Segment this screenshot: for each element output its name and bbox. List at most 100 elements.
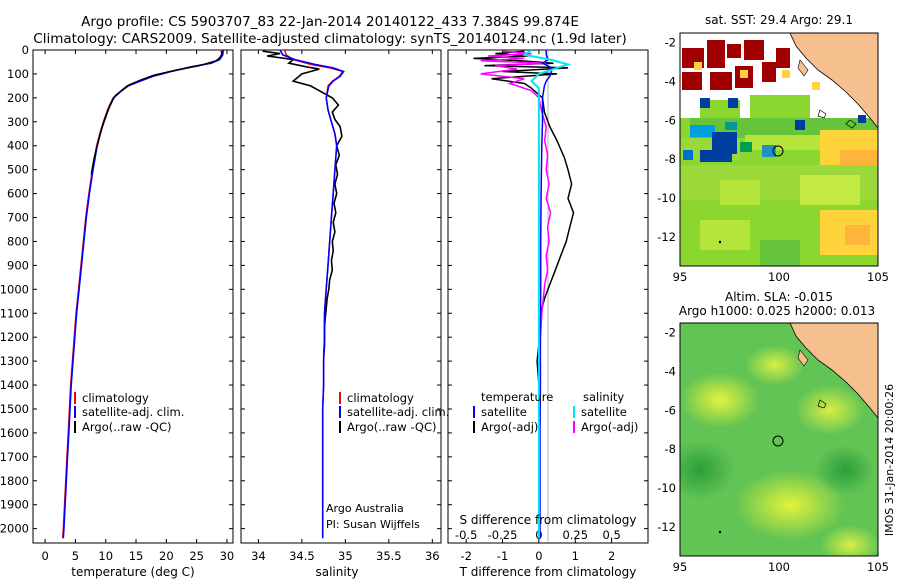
map-x-tick-label: 95 (673, 270, 688, 284)
s-tick-label: -0.5 (455, 528, 477, 542)
x-tick-label: 34.5 (289, 549, 315, 563)
float-position-marker (772, 145, 784, 157)
map-y-tick-label: -6 (665, 403, 676, 417)
legend-temperature-title: temperature (481, 390, 553, 404)
y-tick-label: 1300 (0, 354, 29, 368)
y-tick-label: 1200 (0, 330, 29, 344)
legend-s-satellite: satellite (581, 405, 627, 419)
legend-t-argo: Argo(-adj) (481, 420, 538, 434)
sal-climatology-line (283, 50, 344, 539)
diff-sal-satellite-line (521, 50, 572, 539)
x-tick-label: 34 (251, 549, 266, 563)
map-x-tick-label: 105 (867, 270, 889, 284)
map-y-tick-label: -6 (665, 113, 676, 127)
y-tick-label: 1400 (0, 378, 29, 392)
sst-map-frame (679, 32, 879, 267)
x-tick-label: 15 (129, 549, 144, 563)
x-tick-label: 2 (608, 549, 615, 563)
diff-temp-argo-line (473, 50, 575, 386)
axes-layer: 0100200300400500600700800900100011001200… (0, 36, 889, 574)
map-y-tick-label: -4 (665, 365, 676, 379)
y-tick-label: 2000 (0, 522, 29, 536)
x-tick-label: -2 (460, 549, 471, 563)
y-tick-label: 1000 (0, 282, 29, 296)
x-tick-label: 10 (98, 549, 113, 563)
y-tick-label: 1800 (0, 474, 29, 488)
s-tick-label: 0.25 (562, 528, 588, 542)
difference-legend: temperature salinity satellite Argo(-adj… (473, 390, 638, 434)
x-tick-label: -1 (497, 549, 508, 563)
y-tick-label: 700 (7, 211, 29, 225)
sal-satellite-line (279, 50, 345, 539)
y-tick-label: 1500 (0, 402, 29, 416)
s-tick-label: -0.25 (488, 528, 518, 542)
temperature-panel-frame (32, 49, 234, 544)
map-y-tick-label: -12 (657, 520, 676, 534)
s-difference-label: S difference from climatology (460, 513, 637, 527)
y-tick-label: 100 (7, 67, 29, 81)
map-y-tick-label: -4 (665, 75, 676, 89)
y-tick-label: 0 (22, 43, 29, 57)
y-tick-label: 1900 (0, 498, 29, 512)
x-tick-label: 5 (72, 549, 79, 563)
legend-climatology: climatology (82, 391, 149, 405)
salinity-legend: climatology satellite-adj. clim. Argo(..… (339, 391, 449, 434)
x-tick-label: 0 (535, 549, 542, 563)
legend-satellite: satellite-adj. clim. (82, 405, 184, 419)
diff-sal-argo-line (480, 50, 552, 338)
legend-s-argo: Argo(-adj) (581, 420, 638, 434)
float-position-marker-sla (772, 435, 784, 447)
x-tick-label: 35 (338, 549, 353, 563)
x-tick-label: 30 (220, 549, 235, 563)
x-tick-label: 1 (572, 549, 579, 563)
difference-xlabel: T difference from climatology (459, 565, 637, 579)
salinity-xlabel: salinity (315, 565, 358, 579)
y-tick-label: 400 (7, 139, 29, 153)
map-x-tick-label: 100 (768, 560, 790, 574)
annotation-pi: PI: Susan Wijffels (326, 518, 420, 531)
s-tick-label: 0.5 (602, 528, 620, 542)
diff-temp-satellite-line (539, 50, 553, 539)
x-tick-label: 36 (425, 549, 440, 563)
legend-climatology: climatology (347, 391, 414, 405)
y-tick-label: 900 (7, 258, 29, 272)
legend-t-satellite: satellite (481, 405, 527, 419)
y-tick-label: 1600 (0, 426, 29, 440)
y-tick-label: 1700 (0, 450, 29, 464)
sst-map-title: sat. SST: 29.4 Argo: 29.1 (705, 13, 853, 27)
annotation-argo-australia: Argo Australia (326, 502, 404, 515)
sla-map-frame (679, 322, 879, 557)
map-x-tick-label: 105 (867, 560, 889, 574)
imos-timestamp: IMOS 31-Jan-2014 20:00:26 (883, 384, 896, 536)
x-tick-label: 20 (159, 549, 174, 563)
sla-map-subtitle: Argo h1000: 0.025 h2000: 0.013 (679, 304, 875, 318)
sal-argo-line (262, 50, 343, 357)
map-x-tick-label: 95 (673, 560, 688, 574)
legend-argo: Argo(..raw -QC) (347, 420, 437, 434)
y-tick-label: 500 (7, 163, 29, 177)
map-y-tick-label: -8 (665, 442, 676, 456)
legend-satellite: satellite-adj. clim. (347, 405, 449, 419)
sla-map (680, 323, 878, 556)
sst-map (680, 33, 878, 266)
legend-salinity-title: salinity (583, 390, 624, 404)
salinity-panel-frame (240, 49, 442, 544)
map-y-tick-label: -10 (657, 191, 676, 205)
map-y-tick-label: -2 (665, 326, 676, 340)
y-tick-label: 300 (7, 115, 29, 129)
map-y-tick-label: -2 (665, 36, 676, 50)
map-y-tick-label: -8 (665, 152, 676, 166)
x-tick-label: 0 (41, 549, 48, 563)
y-tick-label: 800 (7, 234, 29, 248)
x-tick-label: 25 (189, 549, 204, 563)
title-line-2: Climatology: CARS2009. Satellite-adjuste… (33, 31, 626, 47)
temp-satellite-line (62, 50, 225, 539)
temperature-legend: climatology satellite-adj. clim. Argo(..… (74, 391, 184, 434)
temperature-xlabel: temperature (deg C) (71, 565, 194, 579)
y-tick-label: 200 (7, 91, 29, 105)
map-x-tick-label: 100 (768, 270, 790, 284)
temp-argo-line (90, 50, 223, 175)
map-y-tick-label: -12 (657, 230, 676, 244)
title-line-1: Argo profile: CS 5903707_83 22-Jan-2014 … (81, 14, 579, 30)
